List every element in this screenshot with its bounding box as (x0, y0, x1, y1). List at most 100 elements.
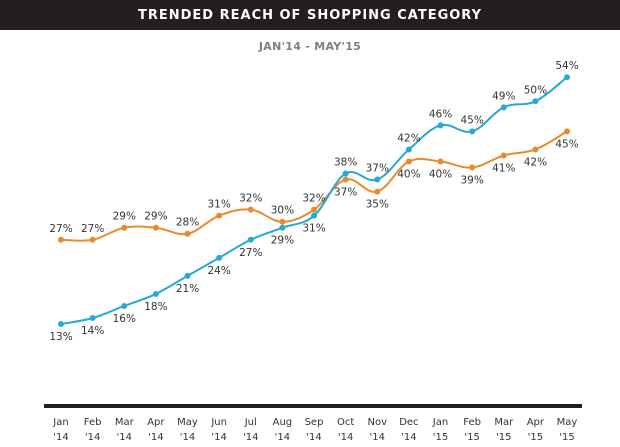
blue-series-point (121, 302, 128, 309)
x-tick-label: '14 (306, 432, 321, 443)
orange-series-point (311, 206, 317, 213)
blue-series-point (374, 176, 381, 183)
blue-series-data-label: 46% (429, 108, 452, 120)
orange-series-data-label: 40% (397, 169, 420, 181)
blue-series-point (152, 290, 159, 297)
orange-series-point (564, 128, 570, 135)
blue-series-data-label: 54% (555, 60, 578, 72)
x-tick-label: '14 (180, 432, 195, 443)
x-tick-label: '14 (148, 432, 163, 443)
orange-series-data-label: 32% (302, 193, 325, 205)
orange-series-data-label: 40% (429, 169, 452, 181)
orange-series-point (500, 152, 507, 159)
x-tick-label: May (557, 417, 578, 428)
blue-series-data-label: 50% (524, 84, 547, 96)
orange-series-data-label: 39% (460, 175, 483, 187)
x-tick-label: Mar (494, 417, 514, 428)
blue-series-data-label: 13% (49, 331, 72, 343)
blue-series-data-label: 21% (176, 283, 199, 295)
x-tick-label: Oct (337, 417, 354, 428)
blue-series-data-label: 18% (144, 301, 167, 313)
x-tick-label: '14 (401, 432, 416, 443)
x-tick-label: '15 (496, 432, 511, 443)
x-tick-label: '14 (211, 432, 226, 443)
blue-series-point (247, 236, 254, 243)
blue-series-data-label: 38% (334, 157, 357, 169)
x-tick-label: '14 (275, 432, 290, 443)
orange-series-point (152, 224, 159, 231)
blue-series-point (469, 128, 476, 135)
orange-series-data-label: 42% (524, 156, 547, 168)
x-tick-labels: Jan '14 Feb '14 Mar '14 Apr '14 May '14 Jun '14 Jul '… (52, 417, 577, 443)
orange-series-point (437, 158, 444, 165)
blue-series-data-label: 14% (81, 325, 104, 337)
orange-series-data-label: 29% (144, 211, 167, 223)
x-tick-label: Feb (463, 417, 481, 428)
blue-series-data-label: 37% (366, 163, 389, 175)
blue-series-data-label: 42% (397, 132, 420, 144)
orange-series-data-label: 32% (239, 193, 262, 205)
x-tick-label: Apr (147, 417, 165, 428)
blue-series-data-label: 45% (460, 114, 483, 126)
blue-series-data-label: 31% (302, 223, 325, 235)
orange-series-data-label: 45% (555, 138, 578, 150)
x-axis-bar (44, 404, 582, 408)
orange-series-point (247, 206, 254, 213)
orange-series-point (469, 164, 476, 171)
orange-series-point (279, 218, 286, 225)
x-tick-label: Aug (273, 417, 293, 428)
x-tick-label: Jan (52, 417, 68, 428)
blue-series: 13% 14% 16% 18% 21% 24% 27% 29% 31% 38% 37% 42% 46% 4… (49, 60, 578, 343)
chart-subtitle: JAN'14 - MAY'15 (258, 40, 362, 53)
orange-series-point (89, 236, 96, 243)
x-tick-label: Dec (399, 417, 418, 428)
x-tick-label: Nov (367, 417, 387, 428)
blue-series-data-label: 27% (239, 247, 262, 259)
blue-series-point (311, 212, 317, 219)
orange-series-point (405, 158, 412, 165)
x-tick-label: Jul (244, 417, 257, 428)
x-tick-label: May (177, 417, 198, 428)
orange-series-data-label: 37% (334, 187, 357, 199)
blue-series-point (216, 254, 223, 261)
blue-series-point (342, 170, 349, 177)
orange-series-point (58, 236, 64, 243)
orange-series-point (184, 230, 191, 237)
x-tick-label: '15 (528, 432, 543, 443)
blue-series-point (437, 122, 444, 129)
blue-series-data-label: 49% (492, 90, 515, 102)
x-tick-label: '15 (433, 432, 448, 443)
blue-series-point (500, 104, 507, 111)
orange-series: 27% 27% 29% 29% 28% 31% 32% 30% 32% 37% 35% 40% 40% 3… (49, 128, 579, 243)
x-tick-label: Sep (305, 417, 324, 428)
x-tick-label: '14 (117, 432, 132, 443)
x-tick-label: '14 (85, 432, 100, 443)
x-tick-label: '15 (559, 432, 574, 443)
blue-series-data-label: 24% (207, 265, 230, 277)
chart-title: TRENDED REACH OF SHOPPING CATEGORY (0, 0, 620, 30)
x-tick-label: Jun (210, 417, 227, 428)
orange-series-data-label: 30% (271, 205, 294, 217)
orange-series-data-label: 28% (176, 217, 199, 229)
orange-series-point (374, 188, 381, 195)
orange-series-point (532, 146, 539, 153)
blue-series-point (279, 224, 286, 231)
orange-series-data-label: 27% (49, 223, 72, 235)
orange-series-point (121, 224, 128, 231)
blue-series-point (564, 74, 570, 81)
x-tick-label: '14 (243, 432, 258, 443)
orange-series-data-label: 41% (492, 162, 515, 174)
orange-series-data-label: 31% (207, 199, 230, 211)
x-tick-label: '15 (464, 432, 479, 443)
x-tick-label: Jan (432, 417, 448, 428)
orange-series-point (216, 212, 223, 219)
blue-series-data-label: 16% (113, 313, 136, 325)
blue-series-point (405, 146, 412, 153)
blue-series-point (184, 272, 191, 279)
x-tick-label: Mar (115, 417, 135, 428)
x-tick-label: Feb (84, 417, 102, 428)
x-tick-label: '14 (53, 432, 68, 443)
blue-series-point (89, 315, 96, 322)
orange-series-point (342, 176, 349, 183)
